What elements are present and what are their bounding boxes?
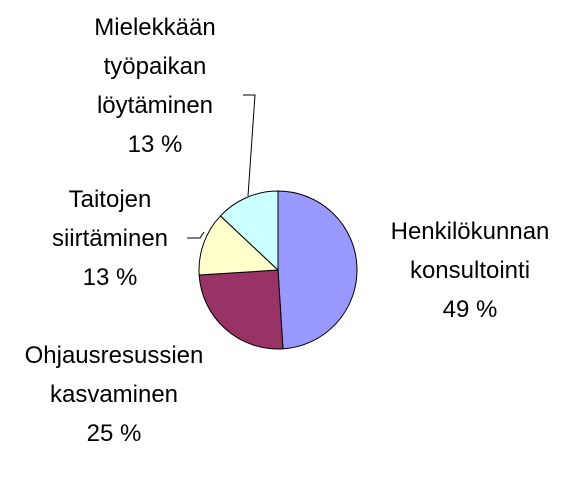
leader-line — [243, 94, 256, 197]
pie-slice — [219, 190, 279, 272]
pie-slice — [277, 190, 358, 350]
category-label: Henkilökunnan konsultointi — [390, 218, 550, 284]
category-label: Taitojen siirtäminen — [51, 186, 169, 252]
value-label: 25 % — [86, 420, 142, 447]
slice-label: Mielekkään työpaikan löytäminen 13 % — [62, 8, 248, 164]
value-label: 13 % — [127, 131, 183, 158]
value-label: 13 % — [82, 264, 138, 291]
leader-line — [187, 231, 205, 239]
pie-slice — [198, 215, 280, 276]
pie-slice — [198, 269, 284, 350]
category-label: Ohjausresussien kasvaminen — [24, 342, 204, 408]
category-label: Mielekkään työpaikan löytäminen — [94, 14, 216, 119]
slice-label: Ohjausresussien kasvaminen 25 % — [8, 336, 220, 453]
value-label: 49 % — [442, 296, 498, 323]
slice-label: Henkilökunnan konsultointi 49 % — [372, 212, 563, 329]
slice-label: Taitojen siirtäminen 13 % — [25, 180, 195, 297]
